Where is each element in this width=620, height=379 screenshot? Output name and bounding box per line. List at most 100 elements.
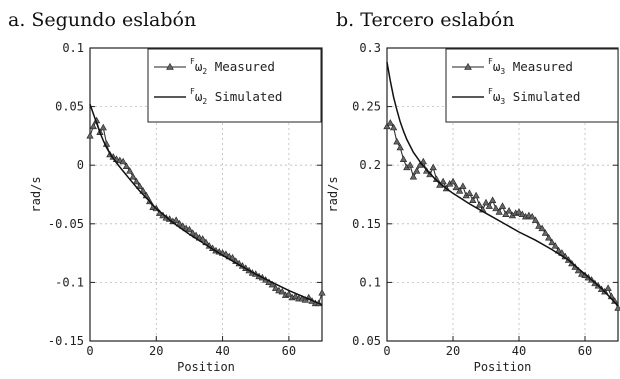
x-tick-label: 40 — [512, 344, 526, 358]
data-point-measured — [492, 204, 500, 212]
data-point-measured — [551, 242, 559, 249]
chart-panel-tercero: b. Tercero eslabón 0.05 0.1 0.15 0.2 0.25 0.3 0… — [326, 9, 620, 374]
data-point-measured — [465, 189, 474, 196]
data-point-measured — [228, 253, 237, 261]
data-point-measured — [505, 206, 513, 214]
data-point-measured — [89, 122, 97, 130]
data-point-measured — [482, 198, 490, 206]
data-point-measured — [452, 183, 460, 191]
plot-frame — [386, 47, 619, 342]
data-point-measured — [99, 123, 107, 131]
data-point-measured — [132, 177, 141, 185]
data-point-measured — [175, 219, 184, 227]
data-point-measured — [545, 233, 553, 241]
x-tick-label: 20 — [149, 344, 163, 358]
y-axis-label: rad/s — [326, 176, 340, 212]
data-point-measured — [449, 177, 457, 185]
data-point-measured — [548, 238, 556, 246]
data-point-measured — [604, 284, 612, 291]
x-axis-label: Position — [474, 360, 532, 374]
data-point-measured — [469, 196, 477, 203]
data-point-measured — [393, 137, 401, 145]
data-point-measured — [271, 284, 280, 291]
series-line-simulated — [89, 104, 323, 306]
data-point-measured — [429, 163, 437, 171]
data-point-measured — [419, 157, 427, 165]
y-tick-label: 0.25 — [352, 100, 381, 114]
legend-entry-label: Fω2 Simulated — [190, 87, 282, 106]
data-point-measured — [291, 292, 300, 300]
x-tick-label: 60 — [282, 344, 296, 358]
data-point-measured — [386, 119, 394, 126]
data-point-measured — [409, 173, 418, 180]
series-line-measured — [386, 122, 619, 309]
y-tick-label: -0.1 — [55, 275, 84, 289]
data-point-measured — [459, 182, 467, 189]
plot-frame — [89, 47, 323, 342]
data-point-measured — [268, 280, 276, 288]
data-point-measured — [518, 210, 526, 218]
y-axis-label: rad/s — [29, 176, 43, 212]
data-point-measured — [285, 290, 293, 297]
data-point-measured — [179, 222, 187, 229]
data-point-measured — [406, 161, 414, 168]
x-tick-label: 40 — [215, 344, 229, 358]
series-line-measured — [89, 119, 323, 305]
data-point-measured — [189, 229, 197, 236]
legend-box — [445, 48, 619, 123]
data-point-measured — [185, 225, 194, 233]
data-point-measured — [498, 202, 507, 209]
legend-marker — [464, 62, 472, 70]
data-point-measured — [475, 201, 484, 208]
data-point-measured — [488, 196, 497, 203]
data-point-measured — [535, 222, 543, 229]
data-point-measured — [455, 187, 464, 194]
data-point-measured — [472, 191, 480, 199]
data-point-measured — [136, 182, 144, 189]
data-point-measured — [396, 143, 404, 151]
legend-entry-label: Fω3 Measured — [488, 57, 573, 76]
data-point-measured — [413, 167, 421, 174]
data-point-measured — [515, 208, 523, 215]
data-point-measured — [531, 216, 540, 223]
data-point-measured — [86, 131, 94, 139]
chart-title: b. Tercero eslabón — [336, 9, 514, 31]
data-point-measured — [541, 229, 550, 236]
y-tick-label: 0.05 — [55, 100, 84, 114]
x-axis-label: Position — [177, 360, 235, 374]
legend-marker — [166, 62, 174, 70]
y-tick-label: 0.3 — [359, 41, 381, 55]
chart-title: a. Segundo eslabón — [8, 9, 196, 31]
data-point-measured — [119, 157, 127, 165]
x-tick-label: 0 — [86, 344, 93, 358]
data-point-measured — [383, 122, 391, 130]
y-tick-label: 0.05 — [352, 334, 381, 348]
y-tick-label: 0.1 — [359, 275, 381, 289]
data-point-measured — [439, 177, 447, 185]
y-tick-label: -0.05 — [48, 217, 84, 231]
data-point-measured — [528, 212, 536, 220]
data-point-measured — [318, 289, 326, 296]
data-point-measured — [399, 155, 408, 162]
y-tick-label: 0.2 — [359, 158, 381, 172]
data-point-measured — [278, 287, 286, 295]
data-point-measured — [199, 235, 207, 242]
data-point-measured — [389, 123, 398, 131]
data-point-measured — [129, 173, 137, 180]
data-point-measured — [495, 208, 503, 215]
legend-entry-label: Fω3 Simulated — [488, 87, 580, 106]
series-line-simulated — [386, 61, 619, 307]
y-tick-label: 0.15 — [352, 217, 381, 231]
x-tick-label: 0 — [383, 344, 390, 358]
x-tick-label: 60 — [578, 344, 592, 358]
x-tick-label: 20 — [446, 344, 460, 358]
legend-entry-label: Fω2 Measured — [190, 57, 275, 76]
data-point-measured — [122, 162, 131, 169]
data-point-measured — [126, 167, 134, 174]
data-point-measured — [502, 210, 510, 218]
chart-panel-segundo: a. Segundo eslabón -0.15 -0.1 -0.05 0 0.05 0.1… — [8, 9, 326, 374]
y-tick-label: 0 — [77, 158, 84, 172]
data-point-measured — [485, 202, 493, 209]
legend-box — [147, 48, 322, 123]
